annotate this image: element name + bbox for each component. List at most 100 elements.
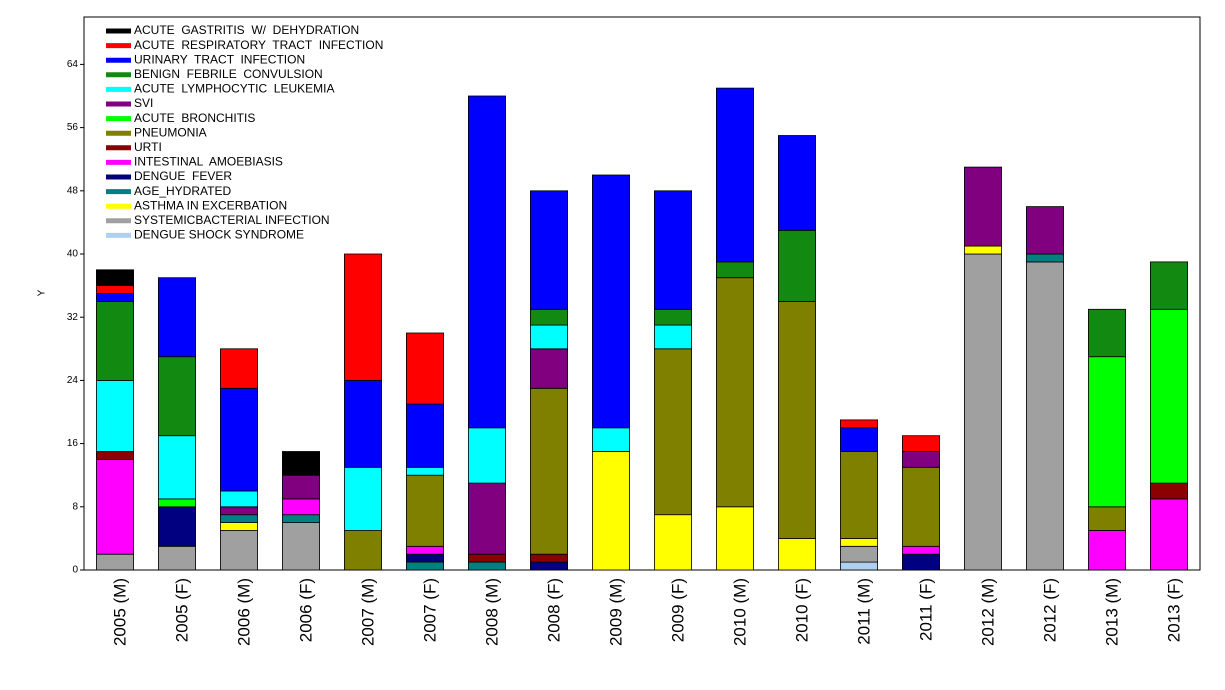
bar-segment [592, 451, 631, 571]
y-tick-label: 32 [67, 312, 79, 323]
bar-segment [281, 474, 320, 500]
bar-segment [343, 253, 382, 381]
legend-label: ACUTE LYMPHOCYTIC LEUKEMIA [134, 82, 334, 96]
bar-segment [1088, 506, 1127, 531]
bar-segment [96, 300, 135, 381]
y-axis-label: Y [37, 289, 48, 296]
x-tick-label: 2011 (F) [916, 578, 935, 641]
x-tick-label: 2007 (F) [420, 578, 439, 642]
x-tick-label: 2005 (M) [110, 578, 129, 646]
bar-segment [157, 356, 196, 437]
bar-segment [96, 293, 135, 302]
x-tick-label: 2006 (M) [234, 578, 253, 646]
bar-segment [592, 174, 631, 429]
bar-segment [530, 190, 569, 310]
x-tick-label: 2010 (F) [792, 578, 811, 642]
x-tick-label: 2007 (M) [358, 578, 377, 646]
bar-segment [467, 482, 506, 555]
bar-segment [405, 332, 444, 405]
bar-segment [96, 553, 135, 571]
legend-label: BENIGN FEBRILE CONVULSION [134, 67, 323, 81]
bar-segment [219, 348, 258, 389]
bar-segment [157, 498, 196, 508]
y-tick-label: 24 [67, 375, 79, 386]
legend-label: URINARY TRACT INFECTION [134, 52, 305, 66]
bar-segment [716, 506, 755, 571]
bar-segment [840, 419, 879, 429]
bar-segment [1088, 356, 1127, 508]
bar-segment [530, 324, 569, 350]
bar-segment [840, 538, 879, 547]
bar-segment [405, 474, 444, 547]
y-tick-label: 0 [72, 565, 78, 576]
bar-segment [778, 229, 817, 302]
bar-segment [157, 545, 196, 571]
bar-segment [219, 506, 258, 516]
bar-segment [530, 561, 569, 571]
bar-segment [281, 498, 320, 516]
bar-segment [902, 435, 941, 452]
bar-segment [840, 545, 879, 563]
x-tick-label: 2009 (M) [606, 578, 625, 646]
bar-segment [840, 427, 879, 452]
x-tick-label: 2005 (F) [172, 578, 191, 642]
bar-segment [964, 166, 1003, 247]
bar-segment [281, 514, 320, 524]
bar-segment [467, 561, 506, 571]
legend-label: AGE_HYDRATED [134, 184, 231, 198]
bar-segment [96, 285, 135, 294]
bar-segment [405, 553, 444, 563]
legend-label: SYSTEMICBACTERIAL INFECTION [134, 213, 330, 227]
bar-segment [654, 190, 693, 310]
bar-segment [467, 95, 506, 429]
x-tick-label: 2012 (F) [1040, 578, 1059, 642]
y-tick-label: 48 [67, 185, 79, 196]
x-tick-label: 2013 (M) [1102, 578, 1121, 646]
legend-label: DENGUE FEVER [134, 169, 232, 183]
legend-label: INTESTINAL AMOEBIASIS [134, 155, 283, 169]
legend-label: PNEUMONIA [134, 125, 207, 139]
bar-segment [654, 514, 693, 571]
legend-label: ACUTE BRONCHITIS [134, 111, 255, 125]
x-tick-label: 2008 (M) [482, 578, 501, 646]
legend-label: ACUTE RESPIRATORY TRACT INFECTION [134, 38, 383, 52]
bar-segment [96, 451, 135, 460]
bar-segment [219, 530, 258, 571]
bar-segment [530, 348, 569, 389]
bar-segment [1026, 206, 1065, 255]
bar-segment [654, 348, 693, 516]
bar-segment [1026, 253, 1065, 263]
bar-segment [1088, 530, 1127, 571]
bar-segment [157, 506, 196, 547]
bar-segment [1150, 261, 1189, 310]
bar-segment [530, 308, 569, 326]
bar-segment [343, 379, 382, 468]
bar-segment [964, 253, 1003, 571]
bar-segment [530, 553, 569, 563]
x-tick-label: 2010 (M) [730, 578, 749, 646]
bar-segment [778, 300, 817, 539]
bar-segment [1150, 482, 1189, 500]
y-tick-label: 56 [67, 122, 79, 133]
y-tick-label: 8 [72, 501, 78, 512]
bar-segment [219, 490, 258, 508]
bar-segment [902, 545, 941, 555]
bar-segment [964, 245, 1003, 255]
bar-segment [716, 277, 755, 508]
bar-segment [1088, 308, 1127, 358]
bar-segment [902, 466, 941, 547]
bar-segment [654, 324, 693, 350]
bar-segment [1026, 261, 1065, 571]
x-tick-label: 2009 (F) [668, 578, 687, 642]
bar-segment [592, 427, 631, 452]
bar-segment [405, 403, 444, 468]
y-tick-label: 64 [67, 59, 79, 70]
bar-segment [96, 458, 135, 555]
bar-segment [157, 435, 196, 500]
legend-label: URTI [134, 140, 162, 154]
bar-segment [343, 530, 382, 571]
bar-segment [96, 379, 135, 452]
bar-segment [902, 553, 941, 571]
